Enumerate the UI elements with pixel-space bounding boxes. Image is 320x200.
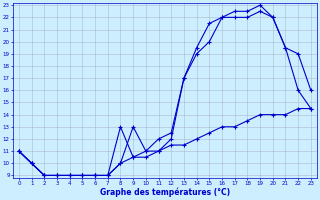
X-axis label: Graphe des températures (°C): Graphe des températures (°C): [100, 188, 230, 197]
